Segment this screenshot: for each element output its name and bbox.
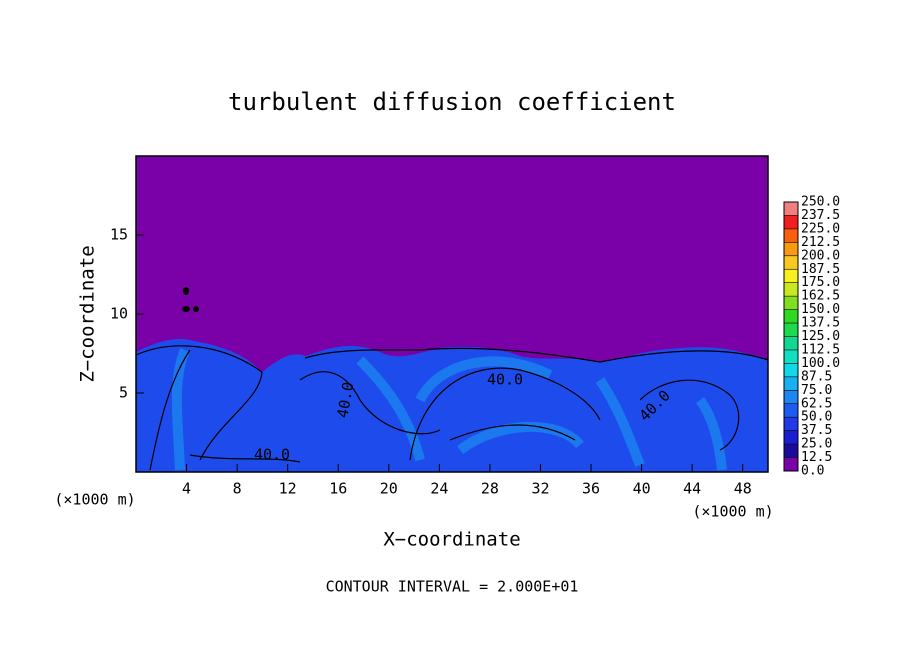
chart-title: turbulent diffusion coefficient [228,88,676,116]
field-specks [182,287,199,312]
colorbar-swatch [784,242,798,256]
colorbar-label: 0.0 [801,464,824,479]
colorbar-swatch [784,282,798,297]
colorbar-label: 62.5 [801,396,832,411]
colorbar-label: 12.5 [801,450,832,465]
y-tick-label: 5 [119,384,128,402]
colorbar-swatch [784,269,798,283]
colorbar-swatch [784,363,798,377]
colorbar-label: 150.0 [801,302,840,317]
colorbar-swatch [784,417,798,431]
colorbar-swatch [784,323,798,337]
colorbar-label: 37.5 [801,423,832,438]
x-tick-label: 36 [582,480,600,498]
colorbar-swatch [784,336,798,350]
x-tick-label: 16 [329,480,347,498]
colorbar-label: 175.0 [801,275,840,290]
contour-label: 40.0 [254,446,290,464]
x-unit-label: (×1000 m) [692,503,773,521]
colorbar-swatch [784,403,798,418]
colorbar-swatch [784,296,798,310]
colorbar-swatch [784,390,798,404]
colorbar-swatch [784,349,798,364]
x-tick-label: 20 [380,480,398,498]
colorbar-label: 237.5 [801,208,840,223]
colorbar-swatch [784,255,798,270]
x-unit-label: (×1000 m) [54,491,135,509]
x-tick-label: 12 [279,480,297,498]
x-tick-label: 48 [734,480,752,498]
x-tick-label: 4 [182,480,191,498]
colorbar-swatch [784,444,798,458]
colorbar-label: 75.0 [801,383,832,398]
x-tick-label: 28 [481,480,499,498]
contour-lines [135,345,769,471]
contour-label: 40.0 [334,381,358,420]
field-region [136,339,768,472]
colorbar-label: 225.0 [801,221,840,236]
colorbar-label: 50.0 [801,410,832,425]
colorbar-label: 250.0 [801,195,840,210]
x-tick-label: 24 [430,480,448,498]
x-axis-label: X−coordinate [383,529,520,551]
x-tick-label: 8 [233,480,242,498]
contour-label: 40.0 [487,371,523,389]
x-tick-label: 44 [683,480,701,498]
colorbar-swatch [784,457,798,471]
x-tick-label: 40 [633,480,651,498]
colorbar-swatch [784,202,798,216]
footnote: CONTOUR INTERVAL = 2.000E+01 [326,578,579,596]
colorbar-label: 187.5 [801,262,840,277]
x-tick-label: 32 [531,480,549,498]
colorbar-label: 112.5 [801,342,840,357]
colorbar-label: 125.0 [801,329,840,344]
colorbar-label: 137.5 [801,316,840,331]
colorbar-swatch [784,309,798,324]
colorbar-swatch [784,430,798,445]
colorbar-label: 87.5 [801,369,832,384]
colorbar-label: 212.5 [801,235,840,250]
colorbar-label: 25.0 [801,437,832,452]
y-axis-label: Z−coordinate [77,245,99,382]
y-tick-label: 15 [110,226,128,244]
field [135,156,769,472]
y-tick-label: 10 [110,305,128,323]
colorbar-swatch [784,228,798,243]
colorbar-label: 200.0 [801,248,840,263]
colorbar-label: 100.0 [801,356,840,371]
colorbar-swatch [784,376,798,391]
colorbar-label: 162.5 [801,289,840,304]
colorbar-swatch [784,215,798,229]
